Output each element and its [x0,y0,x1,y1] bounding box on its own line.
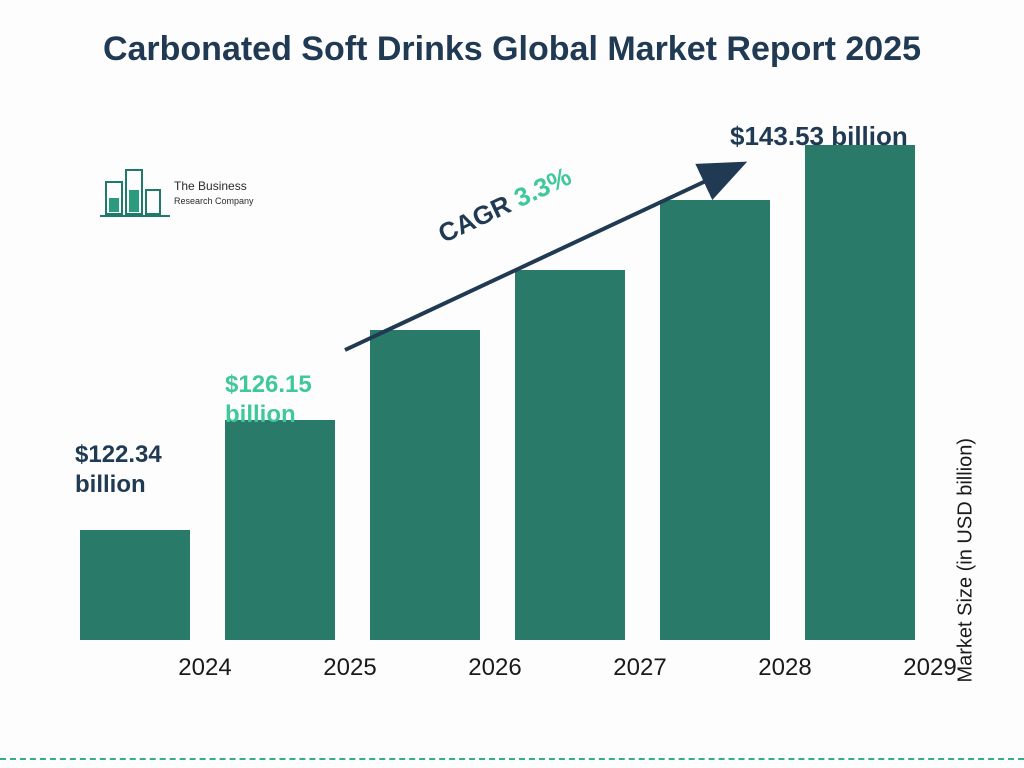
value-label: $143.53 billion [730,120,908,153]
x-axis-label: 2025 [295,654,405,682]
value-label: $126.15billion [225,370,312,430]
bar [515,270,625,640]
chart-title: Carbonated Soft Drinks Global Market Rep… [0,28,1024,71]
bar [370,330,480,640]
bar [225,420,335,640]
y-axis-label: Market Size (in USD billion) [955,438,978,683]
x-axis-label: 2026 [440,654,550,682]
x-axis-label: 2024 [150,654,260,682]
bar [660,200,770,640]
bar [80,530,190,640]
x-axis-label: 2028 [730,654,840,682]
bar [805,145,915,640]
x-axis-label: 2027 [585,654,695,682]
bar-chart: 202420252026202720282029 [70,140,950,700]
value-label: $122.34billion [75,440,162,500]
footer-dashed-line [0,758,1024,760]
